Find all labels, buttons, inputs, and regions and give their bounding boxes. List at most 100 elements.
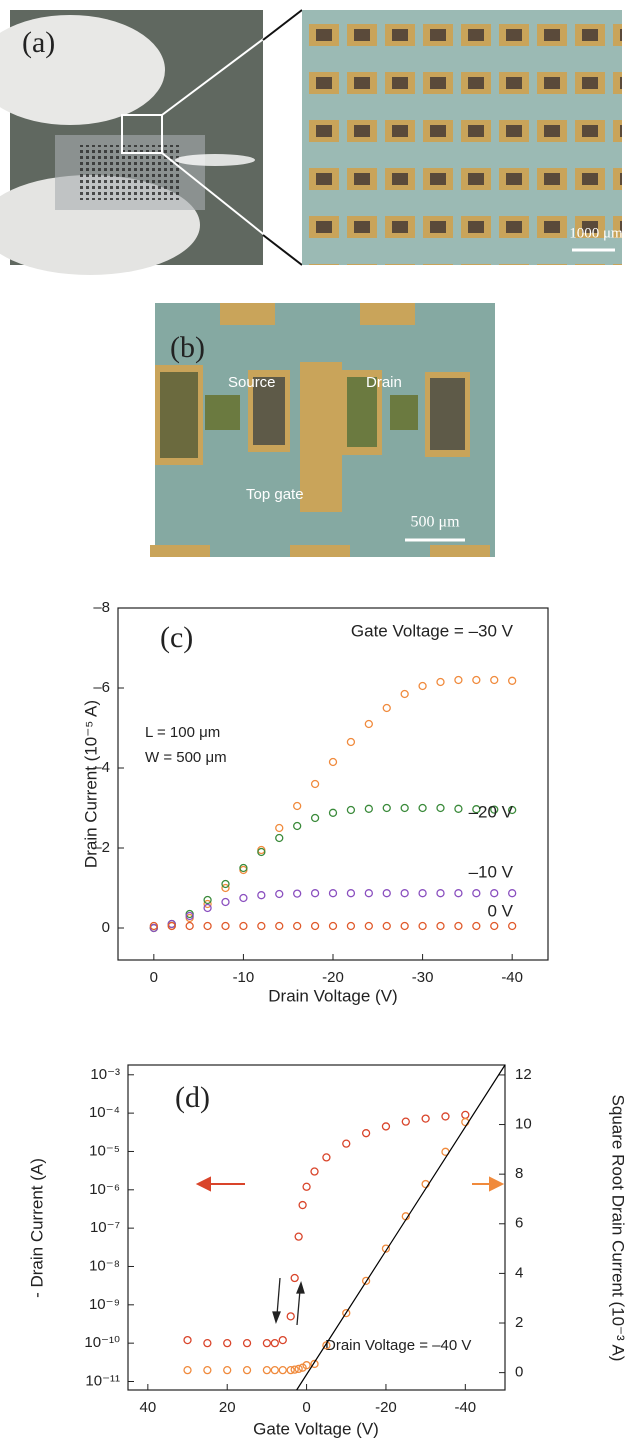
x-tick-label: 0 <box>150 969 158 986</box>
data-point <box>312 923 319 930</box>
data-point <box>365 923 372 930</box>
data-point <box>419 923 426 930</box>
x-tick-label: -10 <box>233 969 255 986</box>
data-point <box>347 739 354 746</box>
y2-tick-label: 0 <box>515 1364 523 1381</box>
x-axis-label: Gate Voltage (V) <box>253 1419 379 1438</box>
panel-label: (b) <box>170 331 205 364</box>
data-point <box>244 1340 251 1347</box>
data-point <box>279 1337 286 1344</box>
data-point <box>258 892 265 899</box>
data-point <box>240 895 247 902</box>
data-point <box>509 890 516 897</box>
x-tick-label: 40 <box>139 1399 156 1416</box>
data-point <box>276 923 283 930</box>
data-point <box>330 809 337 816</box>
data-point <box>295 1233 302 1240</box>
data-point <box>294 923 301 930</box>
data-point <box>244 1367 251 1374</box>
data-point <box>291 1275 298 1282</box>
series-label: –20 V <box>469 802 514 821</box>
data-point <box>347 890 354 897</box>
data-point <box>323 1154 330 1161</box>
zoom-line <box>263 10 302 40</box>
data-point <box>473 923 480 930</box>
data-point <box>455 923 462 930</box>
x-tick-label: -40 <box>501 969 523 986</box>
data-point <box>491 923 498 930</box>
series-label: Gate Voltage = –30 V <box>351 621 514 640</box>
data-point <box>294 890 301 897</box>
data-point <box>343 1140 350 1147</box>
y-tick-label: 10⁻¹⁰ <box>84 1334 120 1351</box>
data-point <box>330 923 337 930</box>
data-point <box>437 890 444 897</box>
data-point <box>383 923 390 930</box>
data-point <box>402 1118 409 1125</box>
data-point <box>401 923 408 930</box>
data-point <box>422 1115 429 1122</box>
data-point <box>401 890 408 897</box>
y-tick-label: 10⁻⁸ <box>89 1257 120 1274</box>
annotation: L = 100 μm <box>145 724 220 741</box>
x-tick-label: 0 <box>302 1399 310 1416</box>
data-point <box>311 1168 318 1175</box>
data-point <box>186 923 193 930</box>
data-point <box>240 923 247 930</box>
y-tick-label: 10⁻⁴ <box>89 1104 120 1121</box>
data-point <box>491 677 498 684</box>
data-point <box>271 1367 278 1374</box>
data-point <box>365 721 372 728</box>
data-point <box>383 705 390 712</box>
data-point <box>419 683 426 690</box>
y2-tick-label: 6 <box>515 1215 523 1232</box>
data-point <box>276 825 283 832</box>
y-tick-label: 10⁻⁶ <box>89 1181 120 1198</box>
data-point <box>287 1313 294 1320</box>
y2-axis-label: Square Root Drain Current (10⁻³ A) <box>609 1095 628 1362</box>
data-point <box>299 1202 306 1209</box>
scale-label: 500 μm <box>410 514 460 531</box>
data-point <box>312 890 319 897</box>
data-point <box>437 679 444 686</box>
arrow <box>273 1278 304 1325</box>
data-point <box>263 1367 270 1374</box>
data-point <box>312 781 319 788</box>
data-point <box>401 805 408 812</box>
data-point <box>383 890 390 897</box>
y2-tick-label: 8 <box>515 1165 523 1182</box>
x-tick-label: -30 <box>412 969 434 986</box>
data-point <box>365 890 372 897</box>
device-label: Source <box>228 374 276 391</box>
data-point <box>258 923 265 930</box>
data-point <box>204 1367 211 1374</box>
annotation: Drain Voltage = –40 V <box>325 1337 471 1354</box>
data-point <box>184 1367 191 1374</box>
y-tick-label: 10⁻¹¹ <box>85 1372 120 1389</box>
data-point <box>442 1113 449 1120</box>
data-point <box>437 805 444 812</box>
y-tick-label: –8 <box>93 599 110 616</box>
arrow <box>198 1178 245 1190</box>
data-point <box>382 1123 389 1130</box>
data-point <box>224 1340 231 1347</box>
data-point <box>204 1340 211 1347</box>
annotation: W = 500 μm <box>145 749 227 766</box>
scale-label: 1000 μm <box>569 225 623 241</box>
data-point <box>491 890 498 897</box>
x-tick-label: -20 <box>322 969 344 986</box>
y2-tick-label: 2 <box>515 1314 523 1331</box>
y-tick-label: 0 <box>102 919 110 936</box>
data-point <box>401 691 408 698</box>
data-point <box>184 1337 191 1344</box>
y2-tick-label: 4 <box>515 1264 523 1281</box>
data-point <box>279 1367 286 1374</box>
figure: (a) 1000 μm (b) Source Drain Top gate 50… <box>0 0 633 1442</box>
data-point <box>263 1340 270 1347</box>
x-tick-label: -40 <box>454 1399 476 1416</box>
series-label: 0 V <box>487 901 513 920</box>
data-point <box>363 1130 370 1137</box>
data-point <box>294 823 301 830</box>
y2-tick-label: 10 <box>515 1116 532 1133</box>
data-point <box>509 677 516 684</box>
